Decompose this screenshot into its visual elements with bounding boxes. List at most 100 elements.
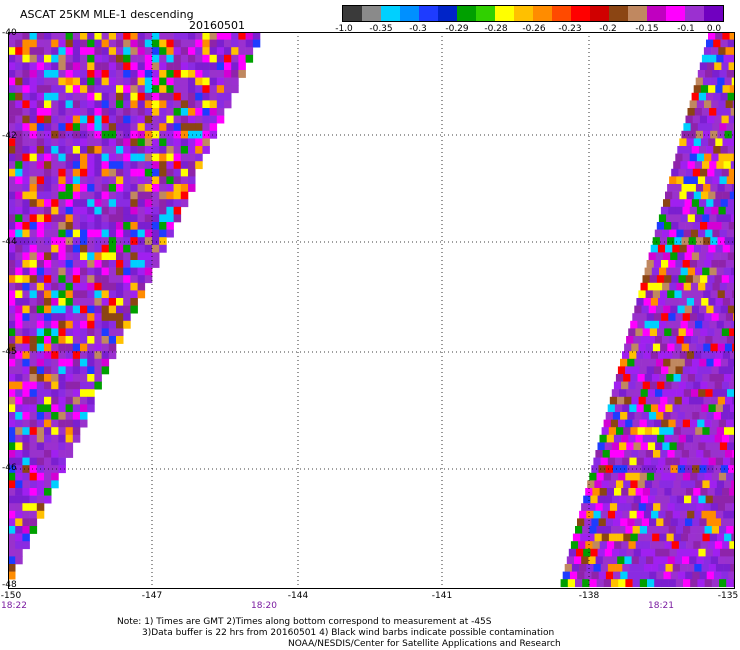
swath-cell [72, 222, 81, 230]
swath-cell [159, 191, 167, 200]
swath-cell [152, 123, 160, 132]
swath-cell [721, 381, 730, 390]
swath-cell [15, 290, 23, 299]
swath-cell [716, 214, 724, 223]
swath-cell [640, 442, 649, 451]
swath-cell [689, 260, 698, 268]
swath-cell [58, 282, 66, 291]
swath-cell [694, 404, 702, 413]
swath-cell [101, 320, 110, 329]
swath-cell [726, 419, 734, 428]
swath-cell [180, 85, 189, 94]
swath-cell [650, 351, 659, 360]
swath-cell [80, 237, 88, 246]
swath-cell [36, 222, 45, 230]
swath-cell [600, 564, 609, 572]
swath-cell [709, 108, 717, 116]
swath-cell [137, 115, 146, 124]
swath-cell [581, 503, 589, 512]
swath-cell [22, 419, 30, 428]
swath-cell [116, 290, 124, 299]
swath-cell [22, 146, 30, 154]
swath-cell [723, 564, 731, 572]
swath-cell [8, 123, 16, 132]
swath-cell [691, 305, 700, 314]
swath-cell [695, 130, 704, 139]
swath-cell [137, 138, 146, 147]
swath-cell [718, 153, 726, 162]
swath-cell [87, 153, 95, 162]
swath-cell [681, 237, 689, 246]
swath-cell [609, 503, 618, 512]
swath-cell [677, 571, 686, 580]
swath-cell [673, 267, 681, 276]
swath-cell [36, 328, 45, 337]
swath-cell [137, 282, 146, 291]
swath-cell [80, 108, 88, 116]
swath-cell [144, 222, 153, 230]
swath-cell [624, 450, 632, 458]
swath-cell [704, 153, 712, 162]
swath-cell [690, 282, 699, 291]
swath-cell [712, 229, 720, 238]
legend-swatch [514, 6, 533, 21]
swath-cell [72, 176, 81, 185]
swath-cell [15, 503, 23, 512]
swath-cell [94, 358, 102, 367]
swath-cell [713, 571, 722, 580]
swath-cell [661, 313, 669, 322]
swath-cell [589, 472, 597, 481]
swath-cell [661, 472, 669, 481]
swath-cell [80, 222, 88, 230]
swath-cell [616, 480, 624, 489]
swath-cell [650, 298, 659, 306]
swath-cell [94, 168, 102, 177]
swath-cell [72, 54, 81, 63]
swath-cell [720, 39, 728, 48]
swath-cell [681, 450, 690, 458]
swath-cell [585, 541, 593, 550]
swath-cell [8, 336, 16, 344]
swath-cell [710, 77, 718, 86]
swath-cell [137, 130, 146, 139]
swath-cell [586, 510, 594, 519]
swath-cell [166, 176, 174, 185]
swath-cell [22, 351, 30, 360]
swath-cell [137, 222, 146, 230]
swath-cell [29, 495, 38, 504]
swath-cell [87, 328, 95, 337]
swath-cell [51, 191, 59, 200]
swath-cell [656, 222, 665, 230]
swath-cell [8, 47, 16, 56]
swath-cell [663, 571, 671, 580]
swath-cell [15, 427, 23, 436]
swath-cell [72, 358, 81, 367]
swath-cell [690, 336, 699, 344]
swath-cell [144, 115, 153, 124]
swath-cell [65, 298, 74, 306]
swath-cell [687, 267, 696, 276]
swath-cell [130, 92, 138, 101]
swath-cell [44, 161, 52, 170]
swath-cell [173, 206, 182, 215]
swath-cell [101, 290, 110, 299]
swath-cell [44, 275, 52, 284]
swath-cell [8, 244, 16, 253]
swath-cell [683, 336, 692, 344]
swath-cell [640, 389, 649, 398]
swath-cell [688, 290, 697, 299]
swath-cell [8, 260, 16, 268]
swath-cell [647, 282, 656, 291]
swath-cell [699, 305, 707, 314]
swath-cell [44, 32, 52, 40]
swath-cell [51, 450, 59, 458]
swath-cell [36, 480, 45, 489]
swath-cell [80, 229, 88, 238]
swath-cell [22, 161, 30, 170]
swath-cell [159, 184, 167, 192]
swath-cell [188, 32, 196, 40]
swath-cell [22, 495, 30, 504]
swath-cell [671, 488, 680, 496]
swath-cell [101, 358, 110, 367]
swath-cell [123, 229, 131, 238]
